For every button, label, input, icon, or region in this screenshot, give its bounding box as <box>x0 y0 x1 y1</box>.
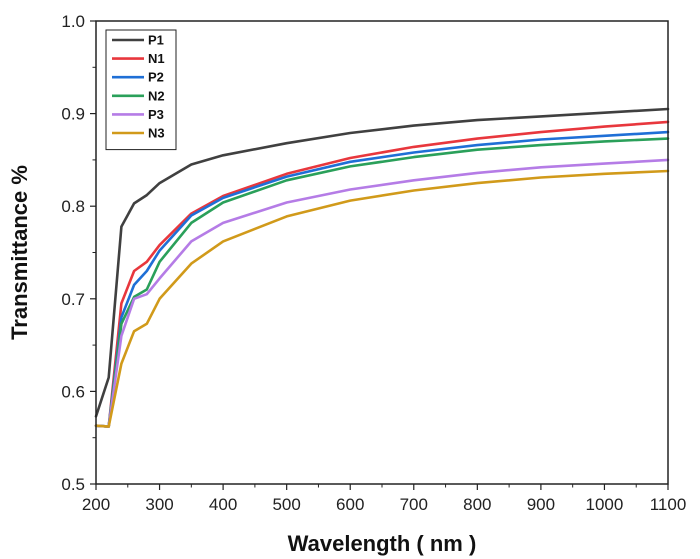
y-tick-label: 0.7 <box>61 290 85 309</box>
x-tick-label: 500 <box>272 495 300 514</box>
x-tick-label: 1100 <box>650 495 687 514</box>
x-tick-label: 400 <box>209 495 237 514</box>
y-tick-label: 0.5 <box>61 475 85 494</box>
x-tick-label: 600 <box>336 495 364 514</box>
series-line-n2 <box>94 137 670 428</box>
legend-label-p2: P2 <box>148 70 164 85</box>
series-line-p1 <box>94 107 670 418</box>
x-tick-label: 300 <box>145 495 173 514</box>
legend-label-n1: N1 <box>148 51 165 66</box>
legend-box <box>105 29 177 151</box>
series-line-p3 <box>94 158 670 428</box>
y-tick-label: 0.9 <box>61 105 85 124</box>
legend-label-n3: N3 <box>148 126 165 141</box>
legend-label-p1: P1 <box>148 33 164 48</box>
x-tick-label: 800 <box>463 495 491 514</box>
legend: P1 N1 P2 N2 P3 N3 <box>105 29 177 151</box>
x-tick-label: 200 <box>82 495 110 514</box>
series-layer <box>94 107 670 428</box>
y-axis-title: Transmittance % <box>7 165 32 340</box>
x-tick-label: 1000 <box>586 495 624 514</box>
x-axis-title: Wavelength ( nm ) <box>288 531 477 556</box>
y-tick-label: 1.0 <box>61 12 85 31</box>
series-line-p2 <box>94 130 670 428</box>
series-line-n3 <box>94 169 670 428</box>
series-line-n1 <box>94 120 670 428</box>
x-tick-label: 700 <box>400 495 428 514</box>
legend-label-n2: N2 <box>148 88 165 103</box>
x-tick-label: 900 <box>527 495 555 514</box>
y-tick-label: 0.6 <box>61 382 85 401</box>
y-tick-label: 0.8 <box>61 197 85 216</box>
ticks-layer: 200 300 400 500 600 700 800 900 1000 1100 0.5 0.6 0.… <box>61 12 686 514</box>
legend-label-p3: P3 <box>148 107 164 122</box>
